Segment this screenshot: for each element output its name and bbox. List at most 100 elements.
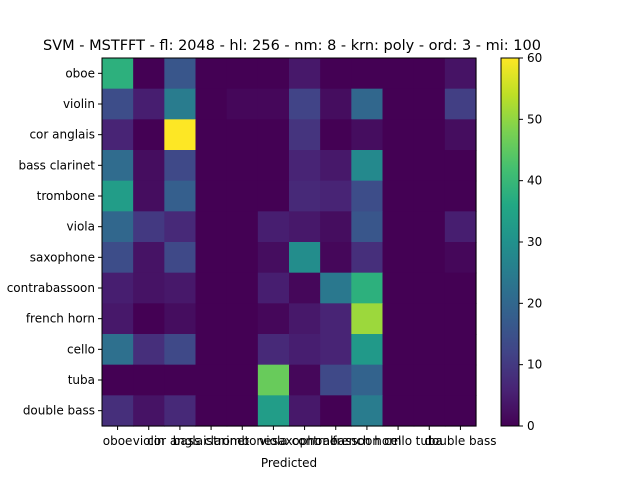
- x-tick-label: trombone: [213, 434, 271, 448]
- heatmap-cell: [351, 334, 384, 366]
- y-tick-label: bass clarinet: [18, 158, 95, 172]
- heatmap-cell: [164, 303, 197, 335]
- heatmap-cell: [351, 364, 384, 396]
- heatmap-cell: [102, 211, 134, 243]
- heatmap-cell: [444, 395, 477, 427]
- x-tick-label: tuba: [416, 434, 443, 448]
- heatmap-cell: [351, 119, 384, 151]
- heatmap-cell: [257, 272, 290, 304]
- heatmap-cell: [413, 272, 446, 304]
- x-tick-label: double bass: [424, 434, 496, 448]
- heatmap-cell: [257, 364, 290, 396]
- heatmap-cell: [102, 395, 134, 427]
- heatmap-cell: [195, 242, 228, 274]
- heatmap-cell: [382, 272, 415, 304]
- heatmap-cell: [133, 242, 165, 274]
- heatmap-cell: [133, 211, 165, 243]
- heatmap-cell: [133, 180, 165, 212]
- heatmap-cell: [257, 334, 290, 366]
- y-tick-label: contrabassoon: [7, 281, 95, 295]
- heatmap-cell: [289, 303, 321, 335]
- heatmap-cell: [320, 303, 352, 335]
- heatmap-cell: [444, 150, 477, 182]
- heatmap-cell: [351, 88, 384, 120]
- heatmap-cell: [257, 395, 290, 427]
- heatmap-cell: [320, 180, 352, 212]
- heatmap-cell: [226, 58, 259, 90]
- heatmap-cell: [444, 88, 477, 120]
- heatmap-cell: [320, 395, 352, 427]
- heatmap-cell: [289, 364, 321, 396]
- heatmap-cell: [257, 211, 290, 243]
- heatmap-cell: [195, 272, 228, 304]
- heatmap-cell: [382, 150, 415, 182]
- heatmap-cell: [289, 58, 321, 90]
- heatmap-cell: [289, 88, 321, 120]
- colorbar-ticks: 0 10 20 30 40 50 60: [519, 51, 542, 433]
- heatmap-cell: [413, 180, 446, 212]
- heatmap-cell: [413, 364, 446, 396]
- heatmap-cell: [133, 303, 165, 335]
- heatmap-cell: [413, 88, 446, 120]
- heatmap-cell: [133, 272, 165, 304]
- heatmap-cell: [320, 88, 352, 120]
- heatmap-cell: [413, 211, 446, 243]
- heatmap-cell: [195, 88, 228, 120]
- heatmap-cell: [226, 88, 259, 120]
- heatmap-cell: [226, 180, 259, 212]
- heatmap-cell: [195, 150, 228, 182]
- heatmap-cell: [133, 395, 165, 427]
- y-tick-label: double bass: [23, 404, 95, 418]
- colorbar-tick-label: 40: [527, 174, 542, 188]
- y-tick-label: french horn: [26, 312, 95, 326]
- heatmap-cell: [195, 58, 228, 90]
- colorbar: [500, 57, 520, 427]
- heatmap-cell: [351, 180, 384, 212]
- heatmap-cell: [102, 272, 134, 304]
- heatmap-cell: [102, 303, 134, 335]
- heatmap-cell: [444, 211, 477, 243]
- heatmap-cell: [164, 242, 197, 274]
- heatmap-cell: [444, 58, 477, 90]
- x-tick-label: french horn: [332, 434, 401, 448]
- heatmap-cell: [226, 150, 259, 182]
- heatmap-cell: [413, 334, 446, 366]
- x-tick-label: saxophone: [272, 434, 337, 448]
- heatmap-cell: [351, 395, 384, 427]
- heatmap-cell: [257, 180, 290, 212]
- heatmap-cell: [133, 119, 165, 151]
- heatmap-cell: [382, 211, 415, 243]
- heatmap-cell: [351, 58, 384, 90]
- heatmap-cell: [102, 150, 134, 182]
- heatmap-cell: [351, 303, 384, 335]
- heatmap-cell: [320, 119, 352, 151]
- heatmap-cell: [289, 180, 321, 212]
- heatmap-cell: [413, 242, 446, 274]
- heatmap-cell: [164, 180, 197, 212]
- heatmap-cell: [257, 150, 290, 182]
- heatmap-cell: [289, 334, 321, 366]
- heatmap-cell: [195, 303, 228, 335]
- chart-title: SVM - MSTFFT - fl: 2048 - hl: 256 - nm: …: [43, 38, 541, 54]
- heatmap-cell: [195, 395, 228, 427]
- heatmap-cell: [133, 334, 165, 366]
- y-axis-ticks: oboe violin cor anglais bass clarinet trombo…: [7, 66, 102, 418]
- heatmap-cell: [382, 242, 415, 274]
- y-tick-label: oboe: [65, 66, 95, 80]
- heatmap-cells: [102, 58, 477, 427]
- y-tick-label: violin: [63, 97, 95, 111]
- heatmap-cell: [164, 334, 197, 366]
- heatmap-cell: [320, 242, 352, 274]
- heatmap-cell: [133, 88, 165, 120]
- heatmap-cell: [382, 88, 415, 120]
- heatmap-cell: [444, 272, 477, 304]
- heatmap-cell: [289, 395, 321, 427]
- heatmap-cell: [444, 180, 477, 212]
- heatmap-cell: [164, 88, 197, 120]
- heatmap-cell: [289, 150, 321, 182]
- heatmap-cell: [382, 119, 415, 151]
- heatmap-cell: [320, 334, 352, 366]
- x-tick-label: viola: [259, 434, 287, 448]
